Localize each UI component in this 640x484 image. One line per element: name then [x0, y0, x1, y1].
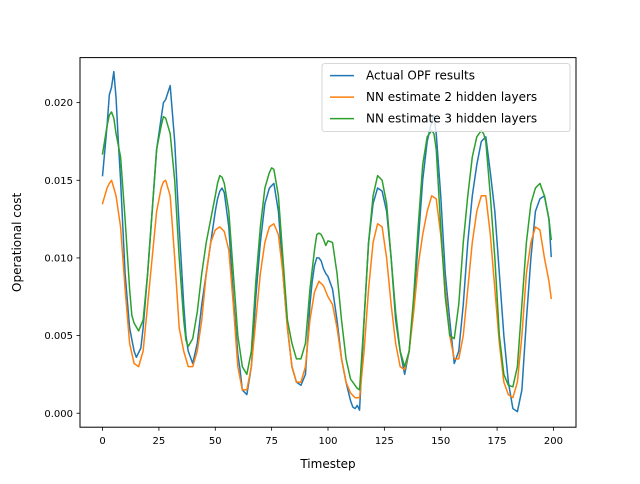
x-tick-label: 200	[544, 436, 563, 447]
y-axis: 0.000 0.005 0.010 0.015 0.020	[44, 98, 80, 420]
y-axis-label: Operational cost	[10, 193, 24, 292]
x-axis-label: Timestep	[299, 457, 355, 471]
legend-box	[321, 63, 571, 132]
x-tick-label: 125	[375, 436, 394, 447]
legend: Actual OPF results NN estimate 2 hidden l…	[321, 63, 571, 132]
series-line-2	[101, 179, 553, 399]
series-line-1	[101, 70, 552, 413]
legend-label-3: NN estimate 3 hidden layers	[366, 112, 537, 126]
x-tick-label: 100	[318, 436, 337, 447]
x-tick-label: 75	[265, 436, 278, 447]
x-axis: 0 25 50 75 100 125 150 175 200	[99, 427, 563, 447]
y-tick-label: 0.015	[44, 176, 73, 187]
x-tick-label: 0	[99, 436, 105, 447]
legend-label-2: NN estimate 2 hidden layers	[366, 90, 537, 104]
x-tick-label: 25	[153, 436, 166, 447]
legend-label-1: Actual OPF results	[366, 69, 475, 83]
x-tick-label: 150	[431, 436, 450, 447]
series-line-3	[101, 111, 553, 391]
x-tick-label: 175	[488, 436, 507, 447]
y-tick-label: 0.020	[44, 98, 73, 109]
plot-area	[101, 70, 553, 413]
y-tick-label: 0.005	[44, 331, 73, 342]
y-tick-label: 0.000	[44, 409, 73, 420]
y-tick-label: 0.010	[44, 254, 73, 265]
x-tick-label: 50	[209, 436, 222, 447]
